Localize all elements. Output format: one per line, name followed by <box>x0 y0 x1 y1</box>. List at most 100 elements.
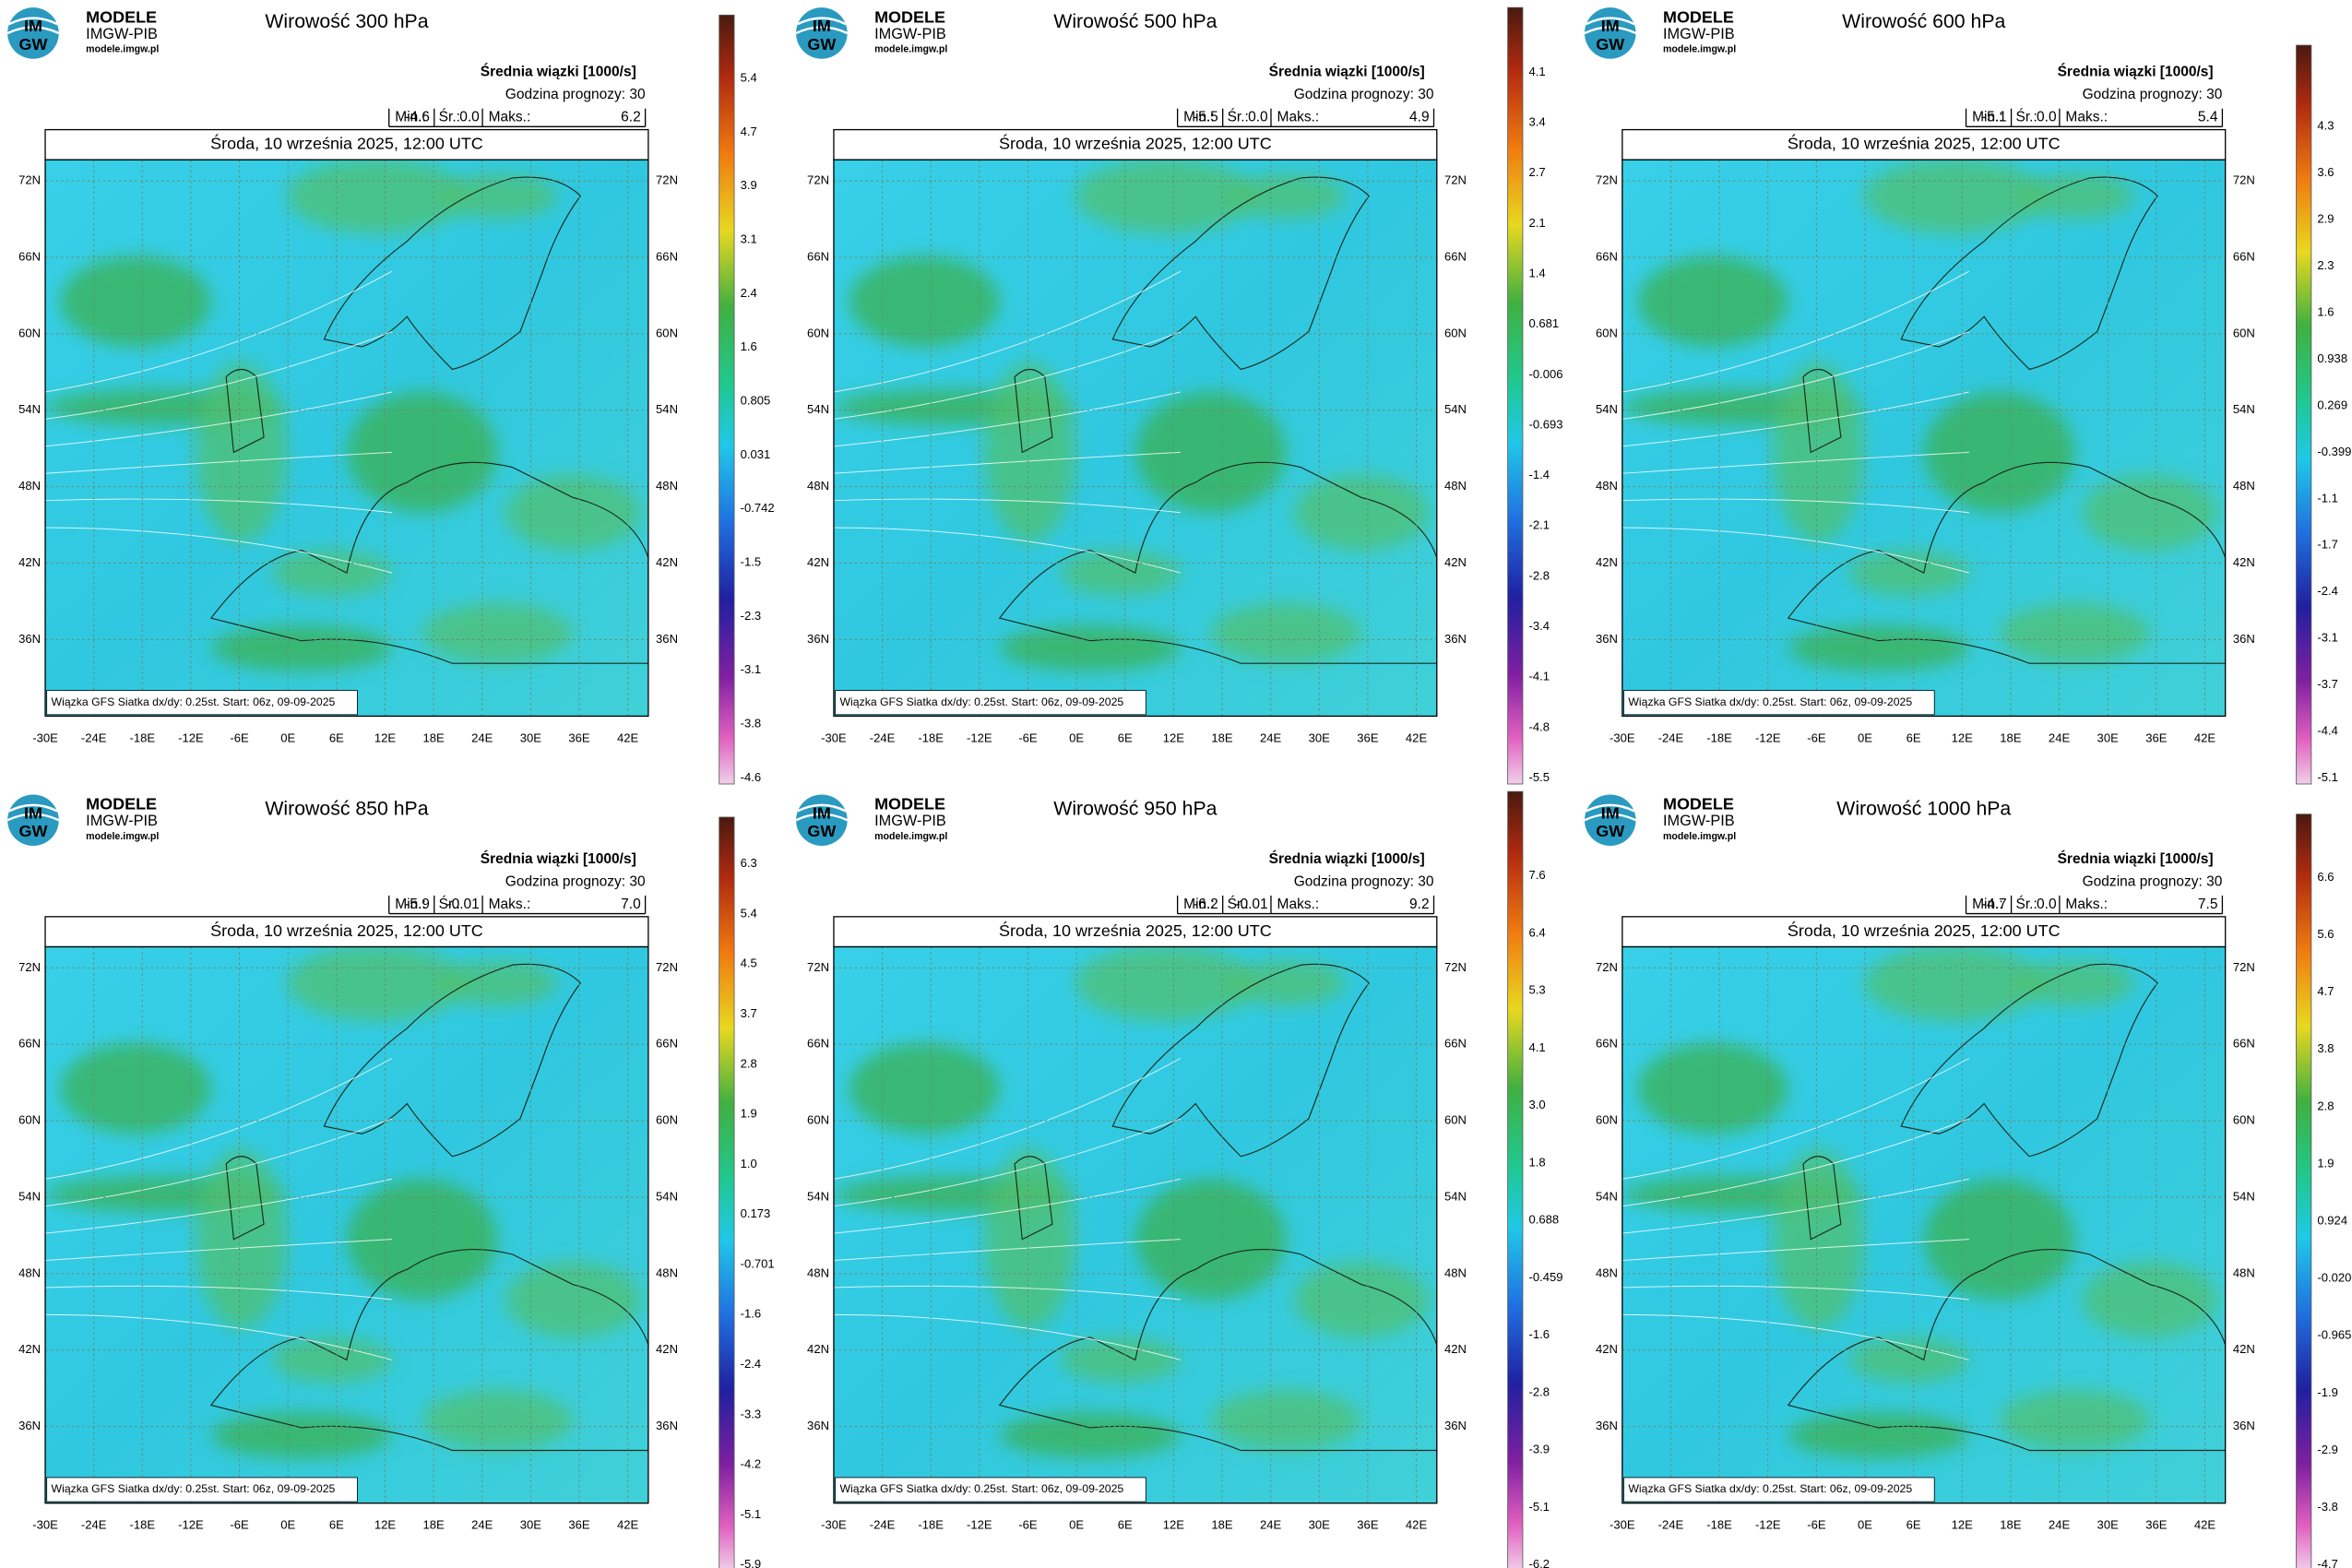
colorbar-label: -5.1 <box>741 1507 762 1521</box>
lon-label: 18E <box>422 1518 445 1532</box>
colorbar-label: 3.8 <box>2317 1041 2334 1055</box>
vorticity-area <box>1773 1148 1864 1330</box>
lat-label: 72N <box>1444 173 1467 187</box>
vorticity-area <box>286 160 468 234</box>
forecast-hour: Godzina prognozy: 30 <box>1294 873 1434 889</box>
lat-label: 60N <box>1444 1113 1467 1127</box>
colorbar-label: -5.1 <box>1529 1500 1550 1514</box>
footer-box <box>46 1477 358 1503</box>
vorticity-area <box>1060 1336 1181 1383</box>
lon-label: -30E <box>32 1518 58 1532</box>
mean-label: Śr.: <box>439 896 460 912</box>
min-value: -4.6 <box>405 110 430 125</box>
lon-label: 36E <box>1357 731 1379 744</box>
vorticity-area <box>849 255 1000 347</box>
colorbar-label: 4.7 <box>741 125 757 138</box>
contour <box>833 498 1181 514</box>
vorticity-area <box>1863 946 2045 1021</box>
min-value: -4.7 <box>1982 897 2007 912</box>
panel-title: Wirowość 1000 hPa <box>1836 797 2011 819</box>
logo-mark-bottom: GW <box>1596 822 1624 840</box>
colorbar-label: -2.4 <box>2317 584 2338 598</box>
logo-org: IMGW-PIB <box>874 813 946 829</box>
colorbar-label: 4.5 <box>741 956 757 970</box>
lat-label: 42N <box>1596 1342 1618 1356</box>
lat-label: 36N <box>1444 1419 1467 1432</box>
lat-label: 72N <box>1596 960 1618 974</box>
forecast-hour: Godzina prognozy: 30 <box>1294 87 1434 102</box>
lon-label: 12E <box>1952 731 1974 744</box>
lat-label: 42N <box>1596 555 1618 569</box>
vorticity-field <box>45 946 641 1458</box>
lat-label: 66N <box>1596 1037 1618 1051</box>
colorbar-label: -3.1 <box>2317 631 2338 645</box>
lat-label: 48N <box>807 479 829 493</box>
vorticity-area <box>271 550 392 596</box>
colorbar-label: -4.8 <box>1529 719 1550 733</box>
lon-label: 12E <box>1163 1518 1185 1532</box>
max-value: 5.4 <box>2198 110 2218 125</box>
subtitle: Średnia wiązki [1000/s] <box>481 64 636 80</box>
lon-label: -6E <box>1018 731 1038 744</box>
contour <box>1621 1313 1969 1360</box>
lat-label: 66N <box>18 1037 41 1051</box>
footer: Wiązka GFS Siatka dx/dy: 0.25st. Start: … <box>52 1482 336 1495</box>
vorticity-area <box>2082 1262 2218 1337</box>
vorticity-field <box>833 160 1430 671</box>
forecast-hour: Godzina prognozy: 30 <box>505 873 646 889</box>
lon-label: -18E <box>130 1518 156 1532</box>
logo-org: IMGW-PIB <box>874 26 946 42</box>
lat-label: 72N <box>656 173 678 187</box>
colorbar-label: 3.6 <box>2317 165 2334 179</box>
colorbar <box>1507 6 1524 785</box>
panel-title: Wirowość 850 hPa <box>265 797 428 819</box>
lon-label: 24E <box>471 1518 493 1532</box>
map-frame <box>44 159 649 718</box>
contour <box>1621 527 1969 574</box>
lon-label: 0E <box>280 731 295 744</box>
lon-label: 42E <box>617 731 639 744</box>
lon-label: 12E <box>1163 731 1185 744</box>
logo-mark-bottom: GW <box>807 822 836 840</box>
lon-label: -6E <box>1807 731 1826 744</box>
lon-label: 30E <box>2097 731 2120 744</box>
lon-label: 6E <box>1907 731 1921 744</box>
footer-box <box>835 690 1146 716</box>
contour <box>45 1313 393 1360</box>
lon-label: 6E <box>1118 1518 1133 1532</box>
lat-label: 42N <box>1444 555 1467 569</box>
lon-label: 12E <box>374 731 397 744</box>
contour <box>45 1239 393 1262</box>
colorbar-label: 3.9 <box>741 178 757 192</box>
max-value: 7.0 <box>621 897 641 912</box>
lat-label: 66N <box>1444 249 1467 263</box>
colorbar-label: -0.006 <box>1529 367 1563 381</box>
date: Środa, 10 września 2025, 12:00 UTC <box>210 134 483 153</box>
subtitle: Średnia wiązki [1000/s] <box>481 850 636 867</box>
lat-label: 72N <box>18 960 41 974</box>
colorbar-label: -1.6 <box>741 1307 762 1321</box>
lat-label: 60N <box>2233 1113 2255 1127</box>
lat-label: 36N <box>18 632 41 646</box>
colorbar-label: -3.7 <box>2317 677 2338 691</box>
lon-label: 18E <box>1211 731 1233 744</box>
contour <box>1621 1178 1969 1234</box>
lat-label: 36N <box>1596 632 1618 646</box>
logo-url: modele.imgw.pl <box>874 831 947 842</box>
lon-label: 6E <box>1907 1518 1921 1532</box>
colorbar-label: -0.742 <box>741 501 775 515</box>
lon-label: 36E <box>568 1518 590 1532</box>
lat-label: 54N <box>1444 1190 1467 1204</box>
footer: Wiązka GFS Siatka dx/dy: 0.25st. Start: … <box>52 695 336 708</box>
colorbar-label: -1.4 <box>1529 468 1550 481</box>
map <box>45 160 648 717</box>
logo-mark-top: IM <box>24 803 42 822</box>
colorbar-label: -0.701 <box>741 1256 775 1270</box>
logo-url: modele.imgw.pl <box>86 44 159 55</box>
logo-org: IMGW-PIB <box>1663 813 1735 829</box>
logo-name: MODELE <box>874 7 945 26</box>
colorbar-label: 4.7 <box>2317 984 2334 998</box>
mean-label: Śr.: <box>1228 109 1249 125</box>
